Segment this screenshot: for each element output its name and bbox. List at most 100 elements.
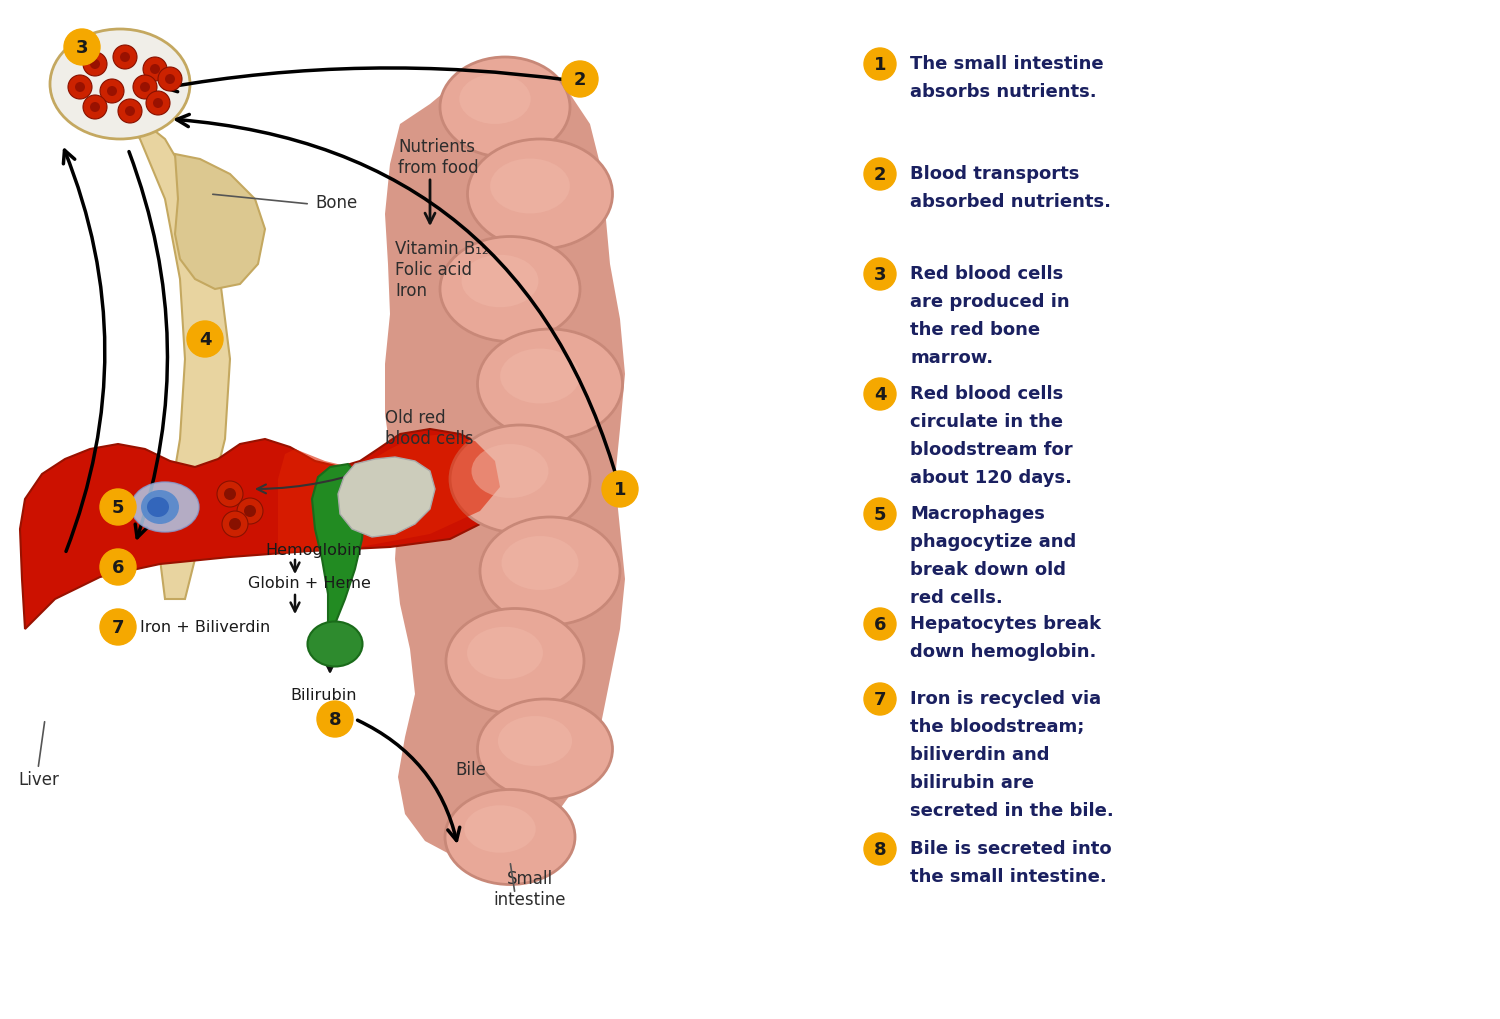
Text: bloodstream for: bloodstream for: [910, 440, 1072, 459]
Ellipse shape: [130, 483, 200, 533]
Text: secreted in the bile.: secreted in the bile.: [910, 801, 1113, 819]
Circle shape: [158, 68, 182, 92]
Ellipse shape: [459, 75, 531, 125]
Ellipse shape: [477, 330, 622, 439]
Text: Bilirubin: Bilirubin: [290, 687, 357, 702]
Text: marrow.: marrow.: [910, 348, 993, 367]
Circle shape: [106, 87, 117, 97]
Text: Vitamin B₁₂
Folic acid
Iron: Vitamin B₁₂ Folic acid Iron: [394, 239, 489, 300]
Ellipse shape: [440, 58, 570, 158]
Ellipse shape: [50, 30, 190, 140]
Circle shape: [124, 107, 135, 117]
Circle shape: [224, 488, 236, 500]
Text: Hemoglobin: Hemoglobin: [266, 542, 362, 557]
Circle shape: [100, 609, 136, 645]
Text: down hemoglobin.: down hemoglobin.: [910, 642, 1096, 660]
Text: the small intestine.: the small intestine.: [910, 867, 1107, 886]
Text: Bone: Bone: [315, 194, 357, 212]
Ellipse shape: [308, 622, 363, 666]
Text: Red blood cells: Red blood cells: [910, 384, 1064, 403]
Text: Globin + Heme: Globin + Heme: [248, 575, 370, 590]
Polygon shape: [386, 72, 626, 859]
Circle shape: [150, 65, 160, 75]
Text: the bloodstream;: the bloodstream;: [910, 717, 1084, 736]
Circle shape: [237, 498, 262, 525]
Ellipse shape: [480, 518, 620, 626]
Text: the red bone: the red bone: [910, 321, 1040, 338]
Circle shape: [864, 608, 895, 640]
Text: absorbed nutrients.: absorbed nutrients.: [910, 193, 1112, 211]
Text: 3: 3: [873, 266, 886, 283]
Ellipse shape: [446, 609, 584, 713]
Circle shape: [100, 79, 124, 104]
Circle shape: [100, 549, 136, 586]
Circle shape: [75, 83, 86, 93]
Text: Iron + Biliverdin: Iron + Biliverdin: [140, 620, 270, 635]
Ellipse shape: [440, 237, 580, 342]
Text: 5: 5: [111, 498, 125, 517]
Text: bilirubin are: bilirubin are: [910, 773, 1034, 791]
Text: about 120 days.: about 120 days.: [910, 469, 1072, 486]
Circle shape: [90, 103, 101, 113]
Text: 5: 5: [873, 505, 886, 524]
Text: 4: 4: [198, 331, 211, 348]
Circle shape: [142, 58, 166, 82]
Ellipse shape: [446, 790, 574, 884]
Circle shape: [230, 519, 242, 531]
Text: 7: 7: [873, 690, 886, 708]
Text: 8: 8: [328, 710, 342, 729]
Ellipse shape: [471, 444, 549, 498]
Circle shape: [82, 53, 106, 76]
Circle shape: [90, 60, 101, 70]
Text: 2: 2: [873, 166, 886, 183]
Circle shape: [120, 53, 130, 63]
Text: 2: 2: [573, 71, 586, 89]
Text: absorbs nutrients.: absorbs nutrients.: [910, 83, 1096, 101]
Ellipse shape: [462, 256, 538, 308]
Circle shape: [864, 684, 895, 715]
Ellipse shape: [500, 350, 580, 405]
Text: Bile is secreted into: Bile is secreted into: [910, 840, 1112, 857]
Circle shape: [146, 92, 170, 116]
Text: 1: 1: [873, 56, 886, 74]
Ellipse shape: [498, 716, 572, 766]
Circle shape: [864, 159, 895, 191]
Circle shape: [100, 489, 136, 526]
Ellipse shape: [468, 140, 612, 250]
Circle shape: [316, 701, 352, 738]
Circle shape: [112, 46, 136, 70]
Circle shape: [140, 83, 150, 93]
Ellipse shape: [501, 536, 579, 590]
Circle shape: [134, 76, 158, 100]
Text: Old red
blood cells: Old red blood cells: [386, 409, 474, 447]
Circle shape: [82, 96, 106, 120]
Ellipse shape: [465, 805, 536, 853]
Text: The small intestine: The small intestine: [910, 55, 1104, 73]
Text: 4: 4: [873, 385, 886, 404]
Circle shape: [864, 259, 895, 290]
Circle shape: [64, 30, 101, 66]
Polygon shape: [312, 465, 364, 625]
Text: circulate in the: circulate in the: [910, 413, 1064, 431]
Circle shape: [188, 322, 224, 358]
Text: 6: 6: [111, 558, 125, 577]
Circle shape: [864, 379, 895, 411]
Text: 6: 6: [873, 615, 886, 634]
Ellipse shape: [466, 627, 543, 680]
Text: Liver: Liver: [18, 770, 58, 789]
Polygon shape: [124, 120, 230, 599]
Text: are produced in: are produced in: [910, 292, 1070, 311]
Text: Blood transports: Blood transports: [910, 165, 1080, 182]
Circle shape: [222, 512, 248, 537]
Polygon shape: [20, 430, 510, 630]
Ellipse shape: [147, 497, 170, 518]
Circle shape: [864, 49, 895, 81]
Text: 3: 3: [75, 39, 88, 57]
Circle shape: [165, 75, 176, 85]
Text: 8: 8: [873, 841, 886, 858]
Text: Iron is recycled via: Iron is recycled via: [910, 689, 1101, 707]
Polygon shape: [278, 434, 500, 554]
Text: phagocytize and: phagocytize and: [910, 533, 1077, 550]
Polygon shape: [176, 155, 266, 289]
Ellipse shape: [490, 159, 570, 214]
